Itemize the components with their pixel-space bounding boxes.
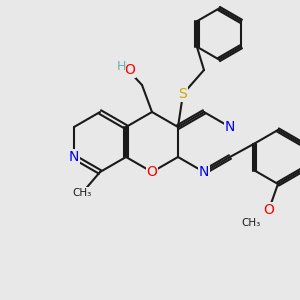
Text: N: N [225, 120, 235, 134]
Text: CH₃: CH₃ [72, 188, 92, 198]
Text: H: H [116, 59, 126, 73]
Text: CH₃: CH₃ [241, 218, 261, 227]
Text: N: N [69, 150, 79, 164]
Text: O: O [124, 63, 135, 77]
Text: O: O [147, 165, 158, 179]
Text: O: O [263, 202, 274, 217]
Text: S: S [178, 87, 188, 101]
Text: N: N [199, 165, 209, 179]
